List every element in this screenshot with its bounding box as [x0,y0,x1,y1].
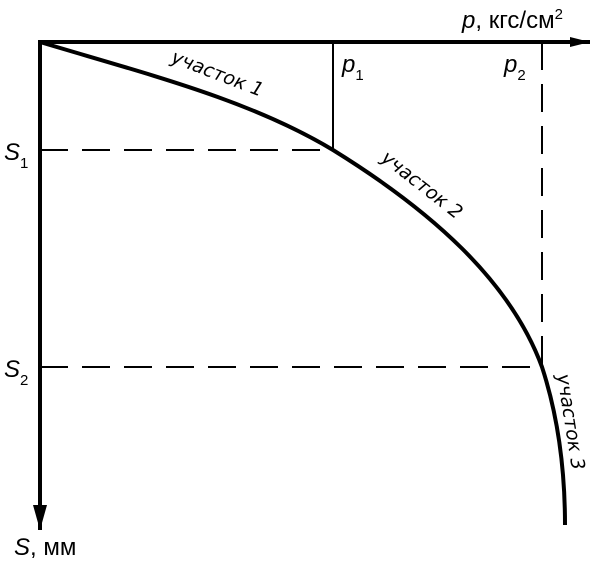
unit: , мм [30,534,76,561]
section-label: участок 1 [167,46,266,102]
index: 2 [517,67,525,84]
symbol: S [4,356,20,383]
symbol: p [503,51,517,78]
power: 2 [555,6,563,23]
p1-label: p1 [341,51,364,84]
curve [39,40,567,526]
symbol: S [4,139,20,166]
p2-label: p2 [503,51,526,84]
s-axis-label: S, мм [14,534,76,561]
index: 1 [355,67,363,84]
p-axis-label: p, кгс/см2 [461,6,563,34]
index: 1 [20,155,28,172]
unit: , кгс/см [475,7,554,34]
symbol: S [14,534,30,561]
s-axis-arrow [33,505,47,530]
index: 2 [20,372,28,389]
s2-label: S2 [4,356,28,389]
symbol: p [341,51,355,78]
symbol: p [461,7,475,34]
s1-label: S1 [4,139,28,172]
